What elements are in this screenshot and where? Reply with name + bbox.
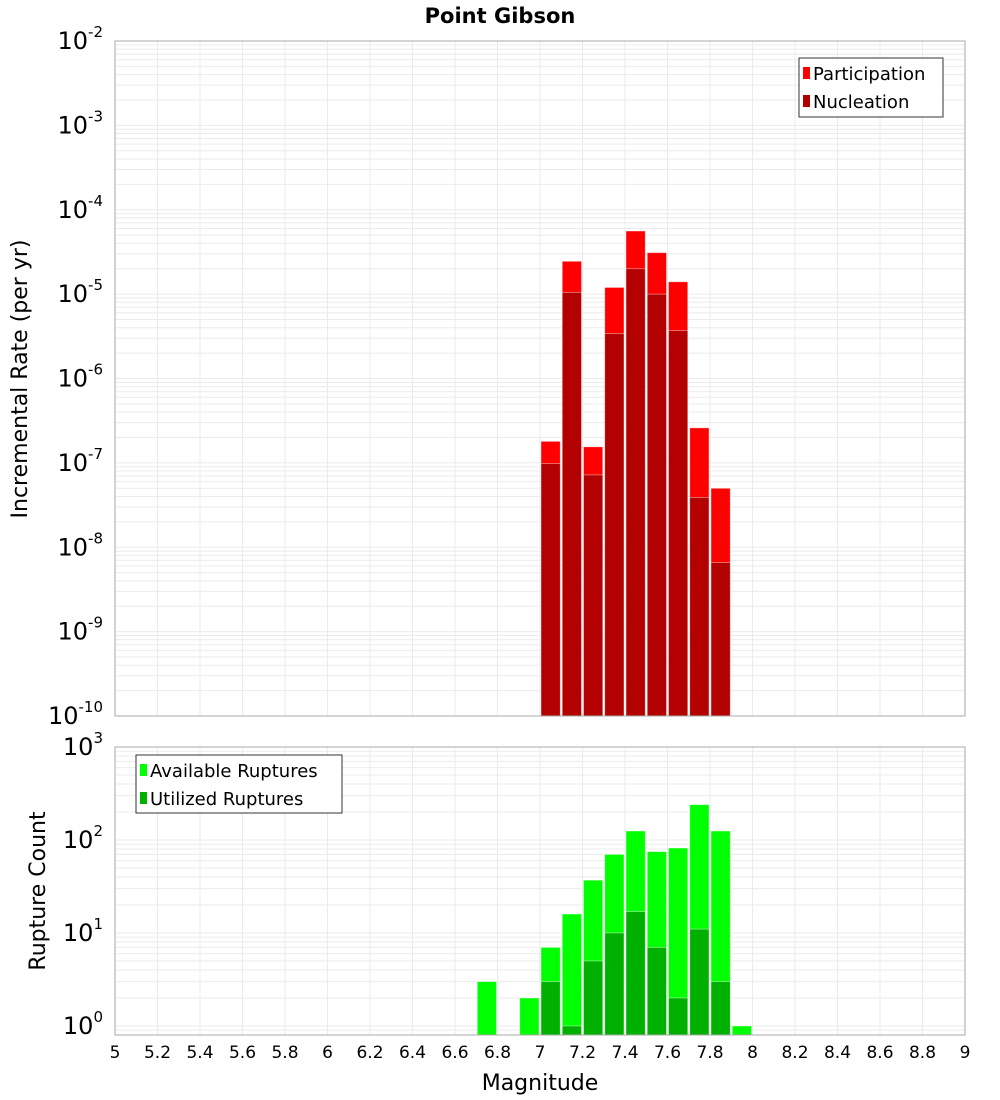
x-tick-label: 8.6: [866, 1043, 893, 1063]
top-plot-frame: [114, 40, 966, 717]
y-tick-label: 10-10: [48, 698, 103, 730]
x-tick-label: 5.8: [271, 1043, 298, 1063]
bar-nucleation: [583, 474, 604, 717]
x-tick-label: 8.4: [824, 1043, 851, 1063]
x-tick-label: 5.2: [144, 1043, 171, 1063]
x-tick-label: 7.2: [569, 1043, 596, 1063]
x-tick-label: 6: [322, 1043, 333, 1063]
x-tick-label: 5.4: [186, 1043, 213, 1063]
bar-nucleation: [540, 463, 561, 717]
x-tick-label: 5: [110, 1043, 121, 1063]
x-ticks: 5 5.2 5.4 5.6 5.8 6 6.2 6.4 6.6 6.8 7 7.2 7.4 7.6 7.8 8…: [110, 1043, 971, 1063]
x-tick-label: 8.8: [909, 1043, 936, 1063]
legend-swatch-participation: [803, 67, 810, 79]
bar-utilized-ruptures: [540, 981, 561, 1036]
bar-nucleation: [625, 268, 646, 717]
y-tick-label: 100: [63, 1008, 103, 1040]
x-tick-label: 8: [747, 1043, 758, 1063]
bar-available-ruptures: [476, 981, 497, 1036]
y-tick-label: 102: [63, 822, 103, 854]
x-tick-label: 5.6: [229, 1043, 256, 1063]
legend-label-participation: Participation: [813, 64, 925, 85]
legend-swatch-utilized: [140, 792, 147, 804]
y-tick-label: 10-3: [57, 107, 103, 139]
y-tick-label: 101: [63, 915, 103, 947]
bar-utilized-ruptures: [625, 911, 646, 1036]
bar-nucleation: [689, 496, 710, 717]
bar-utilized-ruptures: [710, 981, 731, 1036]
legend-label-available: Available Ruptures: [150, 761, 318, 782]
top-grid: [114, 41, 966, 717]
bottom-legend-box: [135, 754, 343, 814]
top-y-ticks: 10-10 10-9 10-8 10-7 10-6 10-5 10-4 10-3 10-2: [48, 23, 103, 730]
x-axis-label: Magnitude: [482, 1071, 599, 1096]
bar-utilized-ruptures: [561, 1025, 582, 1036]
bottom-bars: [476, 804, 752, 1036]
x-tick-label: 6.8: [484, 1043, 511, 1063]
bar-available-ruptures: [731, 1025, 752, 1036]
x-tick-label: 6.4: [399, 1043, 426, 1063]
x-tick-label: 7.4: [611, 1043, 638, 1063]
y-tick-label: 103: [63, 729, 103, 761]
legend-label-nucleation: Nucleation: [813, 92, 909, 113]
y-tick-label: 10-5: [57, 276, 103, 308]
y-tick-label: 10-6: [57, 361, 103, 393]
y-tick-label: 10-2: [57, 23, 103, 55]
bottom-y-axis-label: Rupture Count: [26, 811, 51, 971]
top-y-axis-label: Incremental Rate (per yr): [8, 240, 33, 519]
x-tick-label: 6.6: [441, 1043, 468, 1063]
x-tick-label: 8.2: [781, 1043, 808, 1063]
bar-utilized-ruptures: [668, 997, 689, 1036]
y-tick-label: 10-7: [57, 445, 103, 477]
bar-nucleation: [604, 333, 625, 717]
top-legend-box: [798, 57, 944, 118]
y-tick-label: 10-8: [57, 529, 103, 561]
bar-nucleation: [710, 562, 731, 717]
x-tick-label: 7: [535, 1043, 546, 1063]
bottom-y-ticks: 100 101 102 103: [63, 729, 103, 1040]
chart-title: Point Gibson: [425, 4, 576, 28]
top-bars: [540, 230, 731, 717]
bar-available-ruptures: [519, 997, 540, 1036]
x-tick-label: 7.8: [696, 1043, 723, 1063]
bottom-legend: Available Ruptures Utilized Ruptures: [135, 754, 343, 814]
y-tick-label: 10-9: [57, 614, 103, 646]
legend-swatch-available: [140, 764, 147, 776]
x-tick-label: 9: [960, 1043, 971, 1063]
y-tick-label: 10-4: [57, 192, 103, 224]
legend-label-utilized: Utilized Ruptures: [150, 789, 303, 810]
bar-nucleation: [646, 293, 667, 717]
bar-available-ruptures: [561, 913, 582, 1036]
bar-utilized-ruptures: [604, 932, 625, 1036]
bar-utilized-ruptures: [646, 946, 667, 1036]
x-tick-label: 6.2: [356, 1043, 383, 1063]
bar-nucleation: [561, 291, 582, 717]
bar-utilized-ruptures: [689, 928, 710, 1036]
top-legend: Participation Nucleation: [798, 57, 944, 118]
x-tick-label: 7.6: [654, 1043, 681, 1063]
legend-swatch-nucleation: [803, 95, 810, 107]
bar-nucleation: [668, 330, 689, 717]
bar-utilized-ruptures: [583, 960, 604, 1036]
bottom-plot-frame: [114, 746, 966, 1036]
